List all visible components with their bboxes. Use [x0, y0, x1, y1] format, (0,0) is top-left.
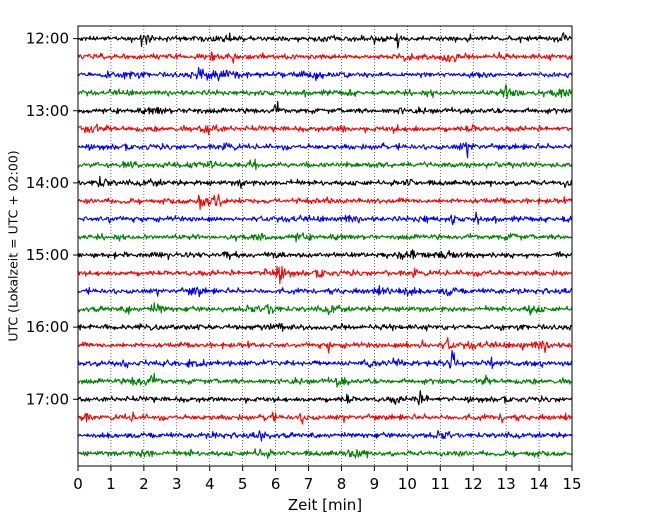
trace-line: [77, 84, 573, 100]
x-axis-ticks: 0 1 2 3 4 5 6 7 8 9 10 11 12 13 14 15: [73, 466, 582, 493]
x-axis-label: Zeit [min]: [288, 496, 362, 514]
y-tick-label: 14:00: [26, 174, 69, 192]
x-tick-label: 7: [304, 475, 314, 493]
trace-line: [77, 249, 573, 261]
trace-line: [77, 158, 573, 171]
trace-line: [77, 100, 573, 115]
y-axis-ticks: 12:00 13:00 14:00 15:00 16:00 17:00: [26, 30, 78, 408]
x-tick-label: 13: [497, 475, 516, 493]
trace-line: [77, 448, 573, 459]
x-tick-label: 0: [73, 475, 83, 493]
trace-line: [77, 66, 573, 82]
x-tick-label: 10: [398, 475, 417, 493]
x-tick-label: 11: [431, 475, 450, 493]
x-tick-label: 3: [172, 475, 182, 493]
trace-line: [77, 175, 573, 189]
trace-line: [77, 194, 573, 211]
trace-line: [77, 372, 573, 388]
x-tick-label: 14: [530, 475, 549, 493]
trace-line: [77, 390, 573, 406]
trace-lines: [77, 32, 573, 459]
trace-line: [77, 265, 573, 285]
trace-line: [77, 232, 573, 243]
x-tick-label: 8: [337, 475, 347, 493]
y-tick-label: 12:00: [26, 30, 69, 48]
trace-line: [77, 430, 573, 442]
x-tick-label: 9: [370, 475, 380, 493]
trace-line: [77, 32, 573, 49]
trace-line: [77, 123, 573, 136]
x-tick-label: 6: [271, 475, 281, 493]
trace-line: [77, 336, 573, 354]
trace-line: [77, 141, 573, 159]
y-tick-label: 13:00: [26, 102, 69, 120]
trace-line: [77, 411, 573, 425]
trace-line: [77, 349, 573, 369]
plot-frame: [77, 25, 573, 467]
y-axis-label: UTC (Lokalzeit = UTC + 02:00): [5, 150, 20, 341]
vertical-grid: [110, 26, 540, 466]
trace-line: [77, 51, 573, 64]
x-tick-label: 1: [106, 475, 116, 493]
x-tick-label: 15: [562, 475, 581, 493]
y-tick-label: 16:00: [26, 318, 69, 336]
y-tick-label: 17:00: [26, 390, 69, 408]
trace-line: [77, 302, 573, 316]
y-tick-label: 15:00: [26, 246, 69, 264]
x-tick-label: 2: [139, 475, 149, 493]
trace-line: [77, 284, 573, 298]
x-tick-label: 4: [205, 475, 215, 493]
x-tick-label: 5: [238, 475, 248, 493]
trace-line: [77, 211, 573, 226]
trace-line: [77, 322, 573, 332]
x-tick-label: 12: [464, 475, 483, 493]
